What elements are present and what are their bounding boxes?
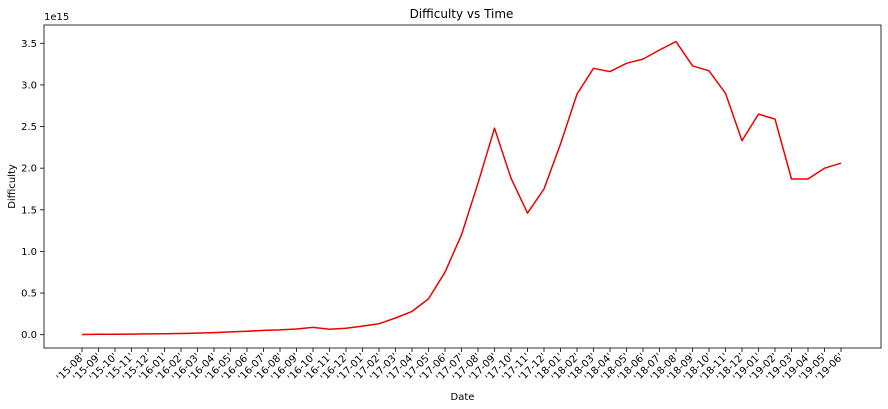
y-tick-label: 3.5 <box>21 39 37 50</box>
y-tick-label: 1.0 <box>21 247 37 258</box>
x-axis-label: Date <box>451 392 475 403</box>
series-line <box>81 40 842 336</box>
y-tick-label: 1.5 <box>21 205 37 216</box>
plot-frame <box>43 24 882 349</box>
y-scale-label: 1e15 <box>44 12 69 23</box>
x-axis-ticks: '15-08''15-09''15-10''15-11''15-12''16-0… <box>55 348 846 384</box>
y-axis-ticks: 0.0 0.5 1.0 1.5 2.0 2.5 3.0 3.5 <box>21 39 44 341</box>
y-axis-label: Difficulty <box>7 164 18 209</box>
y-tick-label: 0.5 <box>21 289 37 300</box>
chart-title: Difficulty vs Time <box>410 7 514 21</box>
series-group <box>81 40 842 336</box>
y-tick-label: 2.0 <box>21 164 37 175</box>
y-tick-label: 0.0 <box>21 330 37 341</box>
y-tick-label: 2.5 <box>21 122 37 133</box>
y-tick-label: 3.0 <box>21 80 37 91</box>
